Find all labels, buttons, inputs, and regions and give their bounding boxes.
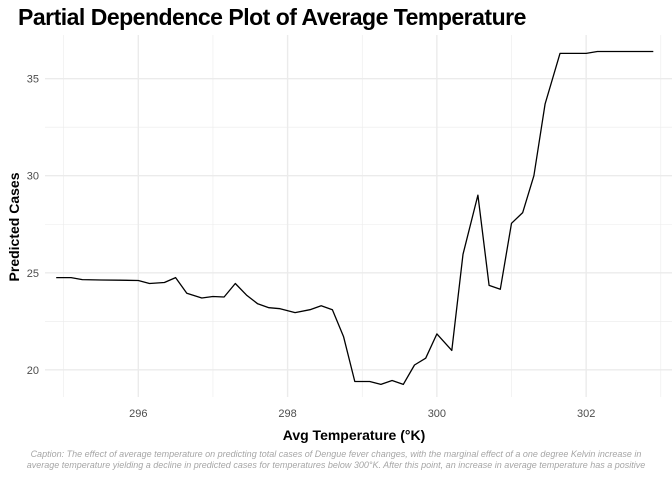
series-layer [56, 50, 654, 386]
grid-lines [45, 35, 672, 397]
x-tick-label: 300 [428, 408, 446, 420]
caption-line-2: average temperature yielding a decline i… [26, 460, 646, 470]
chart-caption: Caption: The effect of average temperatu… [0, 449, 672, 475]
series-line [56, 50, 654, 386]
x-tick-label: 302 [577, 408, 595, 420]
y-tick-label: 25 [27, 268, 39, 280]
y-tick-label: 20 [27, 365, 39, 377]
x-tick-label: 296 [129, 408, 147, 420]
x-axis-title: Avg Temperature (°K) [283, 427, 426, 443]
caption-line-1: Caption: The effect of average temperatu… [30, 449, 642, 459]
chart-title: Partial Dependence Plot of Average Tempe… [18, 4, 526, 30]
y-axis-title: Predicted Cases [6, 172, 22, 281]
tick-labels: 296 298 300 302 20 25 30 35 [27, 74, 596, 420]
y-tick-label: 35 [27, 74, 39, 86]
x-tick-label: 298 [278, 408, 296, 420]
y-tick-label: 30 [27, 171, 39, 183]
